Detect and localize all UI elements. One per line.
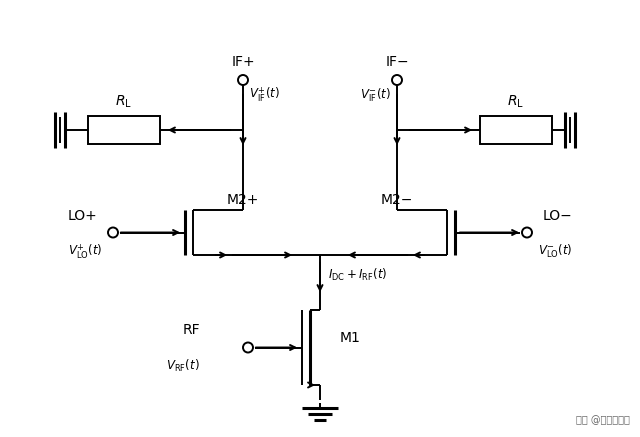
Text: $R_{\rm L}$: $R_{\rm L}$ xyxy=(508,94,525,110)
Text: $V_{\rm IF}^{+}(t)$: $V_{\rm IF}^{+}(t)$ xyxy=(249,86,280,104)
Text: M2+: M2+ xyxy=(227,193,259,207)
Text: M1: M1 xyxy=(340,330,361,344)
Text: $V_{\rm LO}^{-}(t)$: $V_{\rm LO}^{-}(t)$ xyxy=(538,243,572,260)
Text: M2−: M2− xyxy=(381,193,413,207)
Bar xyxy=(88,116,160,144)
Text: RF: RF xyxy=(182,323,200,337)
Text: $V_{\rm RF}(t)$: $V_{\rm RF}(t)$ xyxy=(166,357,200,374)
Text: LO+: LO+ xyxy=(68,208,98,222)
Text: IF+: IF+ xyxy=(231,55,255,69)
Text: IF−: IF− xyxy=(385,55,409,69)
Text: LO−: LO− xyxy=(542,208,572,222)
Text: $R_{\rm L}$: $R_{\rm L}$ xyxy=(115,94,132,110)
Text: $I_{\rm DC} + I_{\rm RF}(t)$: $I_{\rm DC} + I_{\rm RF}(t)$ xyxy=(328,267,387,283)
Text: 头条 @万物云联网: 头条 @万物云联网 xyxy=(576,415,630,425)
Bar xyxy=(480,116,552,144)
Text: $V_{\rm LO}^{+}(t)$: $V_{\rm LO}^{+}(t)$ xyxy=(68,243,102,261)
Text: $V_{\rm IF}^{-}(t)$: $V_{\rm IF}^{-}(t)$ xyxy=(360,86,391,104)
